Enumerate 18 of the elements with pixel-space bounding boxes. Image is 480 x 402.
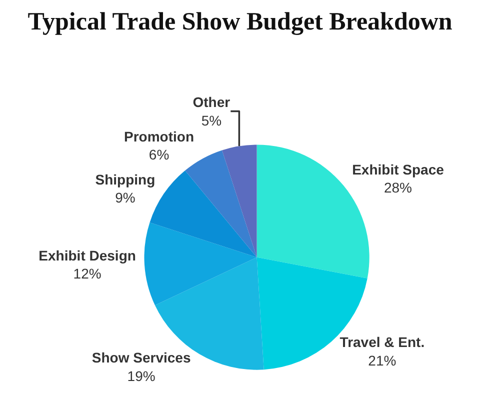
chart-title: Typical Trade Show Budget Breakdown — [28, 8, 452, 36]
slice-label: Shipping — [95, 172, 156, 188]
slice-label: Exhibit Space — [352, 161, 444, 178]
slice-label: Exhibit Design — [38, 247, 136, 264]
data-label: 5% — [201, 112, 222, 128]
data-label: 6% — [148, 146, 170, 163]
pie-slice — [185, 150, 257, 258]
pie-slice — [144, 222, 257, 306]
data-label: 21% — [368, 352, 396, 368]
data-label: 12% — [73, 266, 102, 282]
slice-label: Show Services — [92, 350, 191, 366]
data-label: 28% — [384, 180, 412, 196]
data-label: 19% — [127, 368, 156, 384]
pie-slice — [222, 144, 257, 258]
data-label: 9% — [115, 190, 136, 206]
slice-label: Promotion — [124, 128, 194, 144]
slice-label: Travel & Ent. — [340, 334, 425, 350]
slice-label: Other — [192, 94, 231, 110]
